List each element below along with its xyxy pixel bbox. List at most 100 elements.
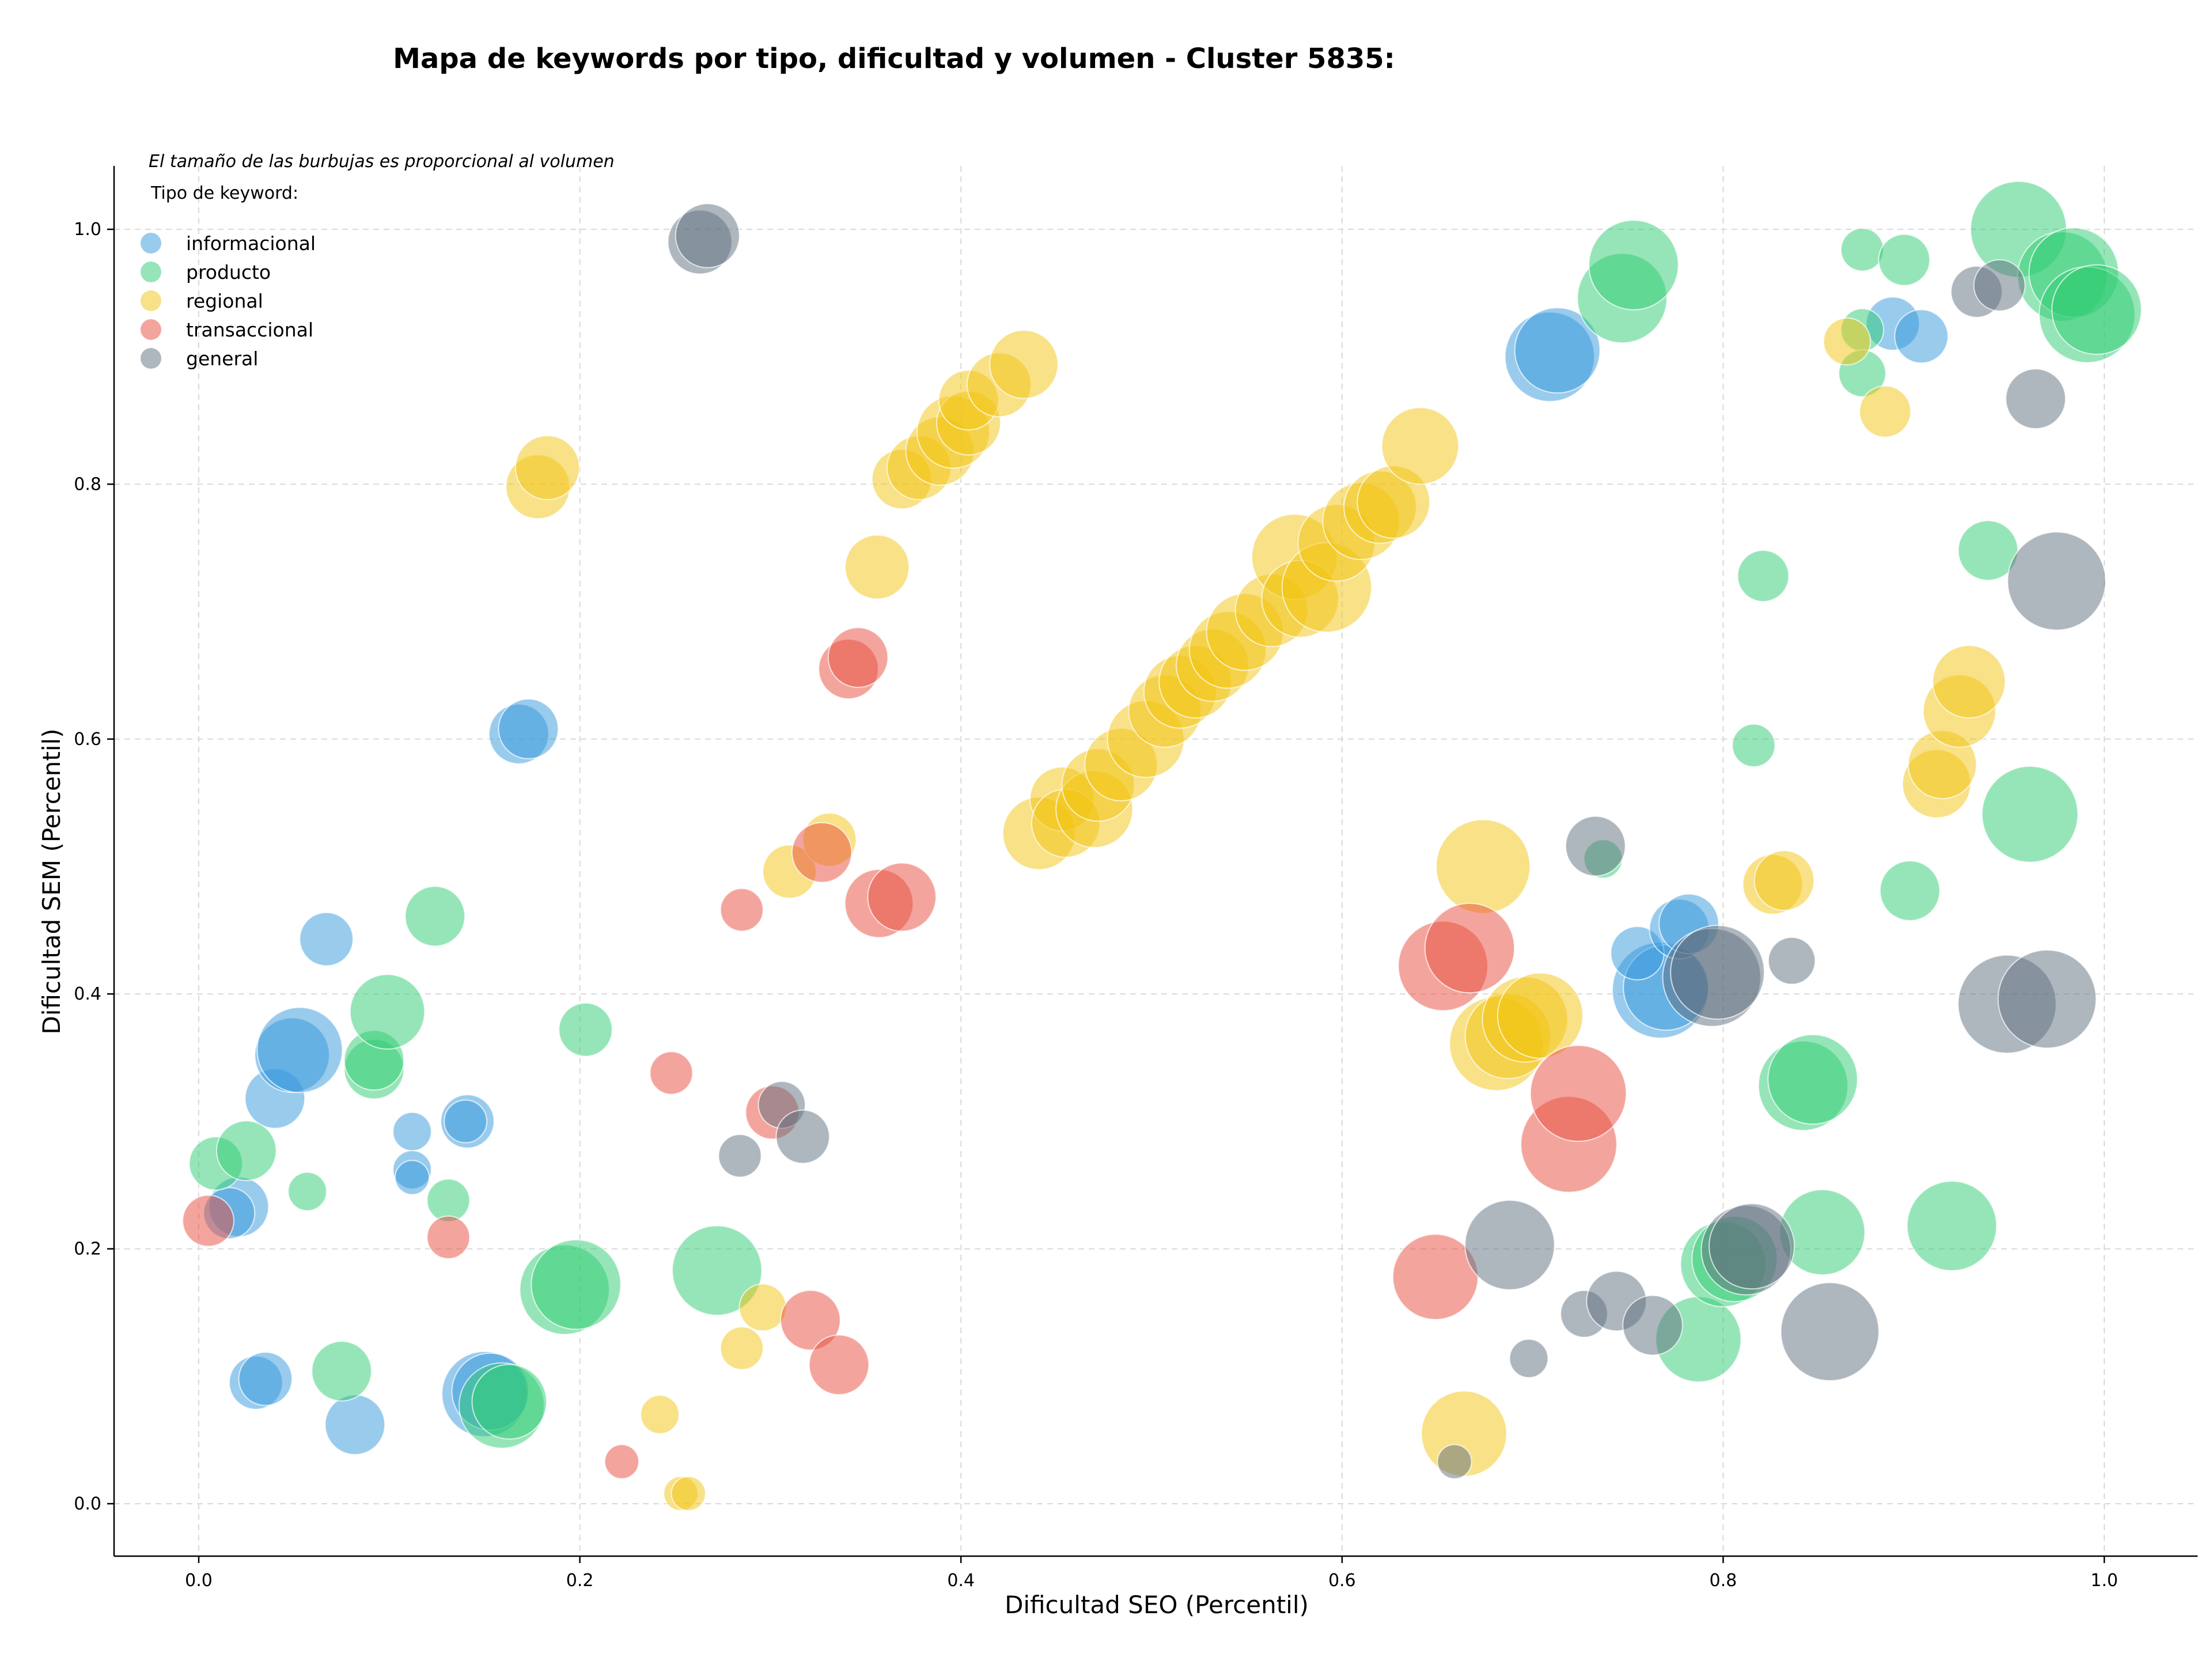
bubble-transaccional xyxy=(1424,902,1516,994)
x-tick-label: 0.6 xyxy=(1328,1571,1356,1591)
axes xyxy=(113,166,2198,1557)
bubble-transaccional xyxy=(604,1444,639,1480)
x-tick-label: 0.8 xyxy=(1710,1571,1737,1591)
bubble-transaccional xyxy=(426,1215,471,1259)
legend: informacional producto regional transaccion… xyxy=(141,232,316,370)
bubble-general xyxy=(1670,925,1765,1020)
bubble-regional xyxy=(1435,819,1531,914)
bubble-regional xyxy=(640,1394,680,1435)
bubble-producto xyxy=(1588,220,1679,311)
ticks: 0.0 0.2 0.4 0.6 0.8 1.0 0.0 0.2 0.4 0.6 0.8 1.0 xyxy=(74,220,2118,1591)
legend-label-general: general xyxy=(186,347,258,370)
bubble-regional xyxy=(1497,972,1584,1059)
bubble-producto xyxy=(311,1341,372,1402)
x-tick-label: 0.0 xyxy=(185,1571,213,1591)
bubble-regional xyxy=(514,435,580,501)
bubble-size-note: El tamaño de las burbujas es proporciona… xyxy=(149,152,615,172)
bubble-transaccional xyxy=(719,888,764,932)
x-axis-label: Dificultad SEO (Percentil) xyxy=(1005,1591,1309,1619)
bubble-general xyxy=(1565,815,1626,877)
bubble-general xyxy=(675,203,740,268)
bubble-regional xyxy=(1823,317,1872,366)
bubble-producto xyxy=(1906,1181,1998,1272)
bubble-regional xyxy=(989,330,1059,399)
x-tick-label: 0.4 xyxy=(947,1571,975,1591)
bubble-producto xyxy=(531,1239,622,1330)
bubble-transaccional xyxy=(808,1334,870,1395)
bubble-regional xyxy=(671,1475,706,1511)
bubble-general xyxy=(1767,936,1816,985)
y-tick-label: 0.0 xyxy=(74,1494,101,1514)
bubble-producto xyxy=(558,1002,613,1057)
bubble-general xyxy=(1464,1200,1555,1291)
bubble-producto xyxy=(1879,860,1941,921)
y-tick-label: 1.0 xyxy=(74,220,101,240)
bubble-regional xyxy=(844,534,910,600)
bubble-transaccional xyxy=(867,862,937,932)
bubble-transaccional xyxy=(780,1289,841,1351)
bubble-general xyxy=(2005,368,2066,429)
y-axis-label: Dificultad SEM (Percentil) xyxy=(37,729,66,1035)
bubble-informacional xyxy=(324,1394,386,1455)
legend-label-transaccional: transaccional xyxy=(186,319,313,341)
bubble-transaccional xyxy=(827,627,889,688)
bubble-producto xyxy=(404,886,465,947)
y-tick-label: 0.4 xyxy=(74,984,101,1004)
bubble-general xyxy=(2007,531,2107,631)
bubble-informacional xyxy=(392,1111,432,1152)
legend-marker-general xyxy=(141,348,161,369)
legend-label-informacional: informacional xyxy=(186,232,316,255)
bubble-informacional xyxy=(238,1351,293,1406)
bubble-regional xyxy=(1381,407,1460,485)
legend-marker-informacional xyxy=(141,233,161,253)
bubble-general xyxy=(1509,1338,1549,1379)
bubble-transaccional xyxy=(649,1051,694,1095)
bubble-informacional xyxy=(299,911,354,967)
legend-title: Tipo de keyword: xyxy=(150,183,298,203)
bubble-general xyxy=(1437,1444,1472,1480)
bubble-producto xyxy=(1767,1034,1858,1125)
legend-marker-transaccional xyxy=(141,319,161,340)
y-tick-label: 0.2 xyxy=(74,1239,101,1259)
bubble-producto xyxy=(672,1225,763,1316)
bubble-informacional xyxy=(1894,309,1949,364)
bubble-producto xyxy=(1737,550,1790,603)
bubble-producto xyxy=(426,1178,471,1223)
chart-title: Mapa de keywords por tipo, dificultad y … xyxy=(393,43,1395,75)
bubble-general xyxy=(1997,949,2097,1049)
bubble-producto xyxy=(215,1120,277,1182)
bubble-regional xyxy=(738,1283,787,1332)
bubble-producto xyxy=(349,974,426,1050)
x-tick-label: 0.2 xyxy=(566,1571,594,1591)
bubble-producto xyxy=(471,1364,547,1440)
bubble-transaccional xyxy=(182,1194,234,1247)
bubble-producto xyxy=(1878,233,1931,286)
bubble-producto xyxy=(287,1171,327,1212)
bubble-general xyxy=(1973,259,2026,312)
bubble-regional xyxy=(719,1326,764,1371)
bubble-general xyxy=(775,1109,830,1164)
bubble-informacional xyxy=(256,1007,343,1094)
bubble-transaccional xyxy=(791,822,853,883)
bubble-producto xyxy=(1732,723,1776,767)
bubble-informacional xyxy=(498,698,559,759)
x-tick-label: 1.0 xyxy=(2090,1571,2118,1591)
bubble-general xyxy=(1780,1282,1880,1382)
bubble-general xyxy=(1709,1203,1796,1290)
bubble-regional xyxy=(1753,850,1815,911)
bubble-general xyxy=(718,1134,762,1178)
bubble-regional xyxy=(1859,385,1911,438)
bubble-informacional xyxy=(444,1099,488,1144)
bubble-producto xyxy=(1840,228,1884,272)
legend-marker-producto xyxy=(141,262,161,282)
y-tick-label: 0.8 xyxy=(74,474,101,494)
bubble-regional xyxy=(1932,645,2006,719)
legend-marker-regional xyxy=(141,290,161,311)
bubbles xyxy=(182,180,2142,1511)
bubble-informacional xyxy=(394,1160,430,1195)
bubble-producto xyxy=(2051,264,2142,355)
bubble-general xyxy=(1622,1295,1683,1356)
legend-label-regional: regional xyxy=(186,290,263,312)
